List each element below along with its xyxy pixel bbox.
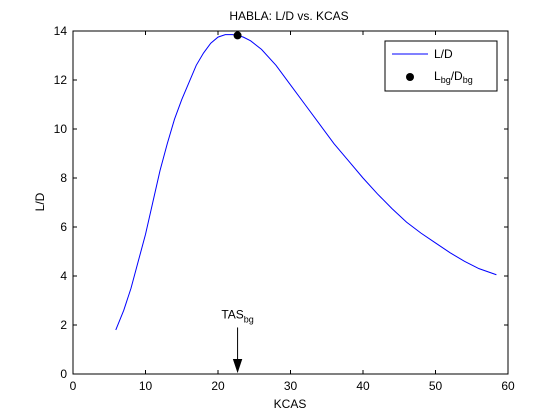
x-axis: 0 10 20 30 40 50 60 (70, 31, 515, 393)
x-tick-label: 30 (284, 379, 298, 393)
x-axis-label: KCAS (274, 397, 307, 411)
x-tick-label: 20 (211, 379, 225, 393)
y-tick-label: 0 (60, 367, 67, 381)
x-tick-label: 0 (70, 379, 77, 393)
legend-label-best-glide-sub2: bg (463, 75, 473, 85)
y-axis: 0 2 4 6 8 10 12 14 (54, 24, 508, 381)
tas-bg-label: TASbg (221, 307, 253, 324)
tas-bg-label-main: TAS (221, 307, 243, 321)
x-tick-label: 60 (501, 379, 515, 393)
x-tick-label: 40 (356, 379, 370, 393)
x-tick-label: 50 (429, 379, 443, 393)
legend-label-best-glide: Lbg/Dbg (434, 69, 473, 85)
legend-label-best-glide-sub1: bg (441, 75, 451, 85)
series-line-ld (115, 34, 497, 331)
tas-bg-annotation: TASbg (221, 307, 254, 374)
legend-swatch-best-glide (406, 73, 414, 81)
legend-box (384, 40, 498, 92)
chart-title: HABLA: L/D vs. KCAS (229, 9, 348, 23)
y-tick-label: 4 (60, 269, 67, 283)
y-tick-label: 12 (54, 73, 68, 87)
y-tick-label: 8 (60, 171, 67, 185)
y-axis-label: L/D (33, 192, 47, 211)
legend: L/D Lbg/Dbg (384, 40, 498, 92)
best-glide-marker (233, 31, 242, 40)
y-tick-label: 2 (60, 318, 67, 332)
legend-label-best-glide-l: L (434, 69, 441, 83)
tas-bg-arrow-head (232, 359, 243, 374)
y-tick-label: 10 (54, 122, 68, 136)
tas-bg-label-sub: bg (244, 314, 254, 324)
y-tick-label: 6 (60, 220, 67, 234)
y-tick-label: 14 (54, 24, 68, 38)
legend-label-ld: L/D (434, 47, 453, 61)
legend-label-best-glide-sep: /D (451, 69, 463, 83)
x-tick-label: 10 (139, 379, 153, 393)
